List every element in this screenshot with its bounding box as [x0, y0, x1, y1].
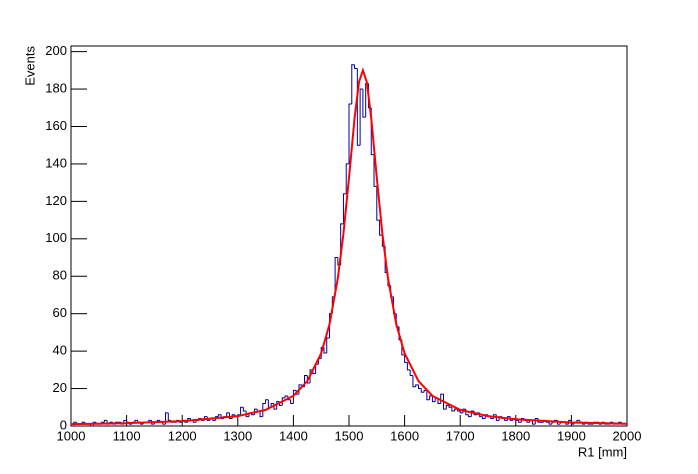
y-tick-label: 0 [60, 417, 67, 432]
x-tick-label: 1100 [113, 428, 141, 443]
histogram-bin [443, 394, 447, 410]
x-tick-label: 1400 [279, 428, 308, 443]
histogram-bin [534, 418, 539, 425]
histogram-bin [245, 411, 249, 418]
histogram-bin [242, 407, 247, 412]
histogram-bin [431, 396, 436, 403]
histogram-bin [217, 414, 222, 417]
histogram-bin [228, 412, 233, 420]
histogram-bin [265, 399, 269, 404]
histogram-bin [226, 412, 230, 417]
histogram-bin [415, 384, 419, 387]
histogram-bin [373, 154, 377, 187]
y-tick-label: 160 [45, 118, 67, 133]
histogram-bin [379, 220, 383, 236]
histogram-bin [262, 403, 266, 417]
x-tick-label: 1600 [390, 428, 419, 443]
y-tick-label: 80 [53, 268, 67, 283]
histogram-bin [462, 408, 466, 413]
histogram-bin [426, 390, 430, 401]
histogram-bin [162, 422, 166, 425]
y-tick-label: 40 [53, 343, 67, 358]
y-tick-label: 180 [45, 80, 67, 95]
histogram-bin [448, 405, 452, 408]
x-tick-label: 2000 [613, 428, 642, 443]
histogram-bin [437, 397, 441, 405]
y-tick-label: 120 [45, 193, 67, 208]
histogram-bin [548, 422, 552, 425]
histogram-bin [354, 64, 358, 69]
histogram-bin [351, 64, 355, 105]
histogram-bin [423, 389, 427, 393]
histogram-bin [167, 412, 172, 421]
histogram-bin [456, 409, 461, 412]
histogram-bin [504, 418, 508, 421]
histogram-bin [281, 397, 286, 406]
histogram-bin [342, 193, 347, 224]
frame [70, 45, 628, 427]
histogram-bin [420, 388, 425, 393]
histogram-bin [551, 421, 555, 425]
histogram-bin [459, 411, 463, 414]
histogram-bin [406, 362, 411, 371]
histogram-bin [345, 163, 349, 194]
histogram-bin [362, 89, 366, 118]
histogram-bin [409, 369, 413, 376]
histogram-bin [323, 347, 327, 354]
histogram-bin [418, 384, 422, 390]
x-tick-label: 1900 [557, 428, 586, 443]
histogram-bin [165, 412, 169, 425]
histogram-bin [240, 406, 244, 415]
histogram-bin [531, 420, 536, 425]
histogram-bin [276, 401, 280, 410]
histogram-bin [348, 103, 352, 164]
histogram-bin [215, 416, 219, 421]
histogram-bin [306, 375, 311, 384]
y-tick-label: 140 [45, 155, 67, 170]
histogram-bin [412, 375, 416, 388]
histogram-bin [454, 408, 458, 412]
x-tick-label: 1500 [335, 428, 364, 443]
histogram-bin [470, 410, 475, 417]
histogram-bin [326, 337, 330, 353]
histogram-bin [259, 411, 263, 418]
histogram-bin [468, 414, 472, 418]
histogram-bin [292, 389, 297, 404]
histogram-bin [134, 419, 138, 423]
histogram-bin [359, 88, 363, 146]
histogram-bin [334, 257, 338, 297]
histogram-bin [451, 407, 455, 412]
x-tick-label: 1200 [168, 428, 197, 443]
histogram-bin [376, 186, 380, 221]
histogram-bin [518, 420, 522, 423]
histogram-bin [126, 420, 130, 423]
histogram-bin [481, 416, 486, 420]
y-tick-label: 100 [45, 230, 67, 245]
x-tick-label: 1800 [501, 428, 530, 443]
y-tick-label: 20 [53, 380, 67, 395]
histogram-bin [526, 420, 530, 423]
fit-curve [70, 67, 628, 426]
x-tick-label: 1700 [446, 428, 475, 443]
x-axis-label: R1 [mm] [578, 444, 627, 459]
y-tick-label: 60 [53, 305, 67, 320]
x-tick-label: 1000 [57, 428, 86, 443]
histogram-bin [290, 399, 294, 405]
histogram-bin [520, 418, 525, 423]
x-tick-label: 1300 [223, 428, 252, 443]
y-axis-label: Events [22, 46, 37, 86]
histogram-bin [445, 404, 450, 410]
histogram-bin [103, 419, 108, 423]
histogram-bin [284, 395, 288, 398]
histogram-bin [287, 396, 291, 401]
histogram-bin [404, 354, 408, 363]
y-tick-label: 200 [45, 43, 67, 58]
